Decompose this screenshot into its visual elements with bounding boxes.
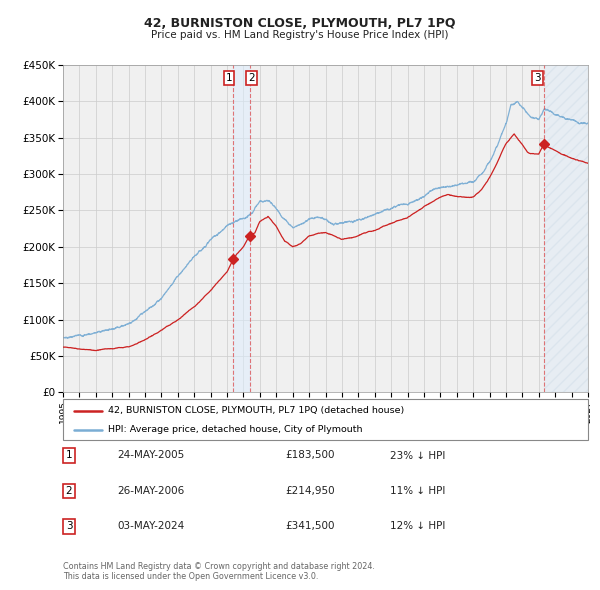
Text: 2: 2 bbox=[248, 73, 254, 83]
Text: 1: 1 bbox=[65, 451, 73, 460]
Text: 1: 1 bbox=[226, 73, 233, 83]
Text: 11% ↓ HPI: 11% ↓ HPI bbox=[390, 486, 445, 496]
Bar bbox=[233, 65, 250, 392]
Bar bbox=[544, 65, 588, 392]
Text: 42, BURNISTON CLOSE, PLYMOUTH, PL7 1PQ (detached house): 42, BURNISTON CLOSE, PLYMOUTH, PL7 1PQ (… bbox=[107, 406, 404, 415]
Text: 24-MAY-2005: 24-MAY-2005 bbox=[117, 451, 184, 460]
Bar bbox=[544, 65, 588, 392]
Text: Price paid vs. HM Land Registry's House Price Index (HPI): Price paid vs. HM Land Registry's House … bbox=[151, 30, 449, 40]
Text: 23% ↓ HPI: 23% ↓ HPI bbox=[390, 451, 445, 460]
Text: 3: 3 bbox=[65, 522, 73, 531]
Text: 2: 2 bbox=[65, 486, 73, 496]
Text: £214,950: £214,950 bbox=[285, 486, 335, 496]
Text: 26-MAY-2006: 26-MAY-2006 bbox=[117, 486, 184, 496]
Text: Contains HM Land Registry data © Crown copyright and database right 2024.
This d: Contains HM Land Registry data © Crown c… bbox=[63, 562, 375, 581]
Text: 42, BURNISTON CLOSE, PLYMOUTH, PL7 1PQ: 42, BURNISTON CLOSE, PLYMOUTH, PL7 1PQ bbox=[144, 17, 456, 30]
Text: £341,500: £341,500 bbox=[285, 522, 335, 531]
Text: 03-MAY-2024: 03-MAY-2024 bbox=[117, 522, 184, 531]
Text: 12% ↓ HPI: 12% ↓ HPI bbox=[390, 522, 445, 531]
Text: HPI: Average price, detached house, City of Plymouth: HPI: Average price, detached house, City… bbox=[107, 425, 362, 434]
Text: £183,500: £183,500 bbox=[285, 451, 335, 460]
Text: 3: 3 bbox=[535, 73, 541, 83]
